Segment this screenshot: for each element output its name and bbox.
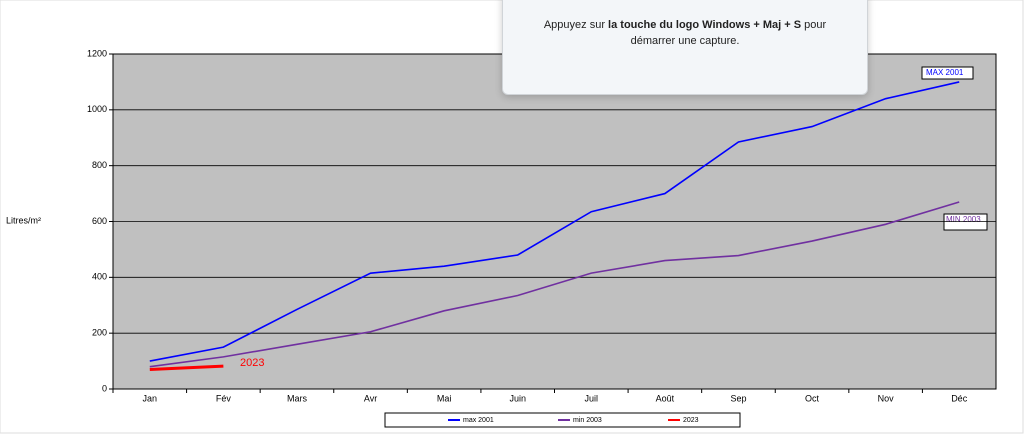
x-tick-label: Avr bbox=[364, 393, 377, 403]
x-tick-label: Juin bbox=[509, 393, 526, 403]
x-tick-label: Nov bbox=[878, 393, 895, 403]
x-tick-label: Jan bbox=[143, 393, 158, 403]
note-bold: la touche du logo Windows + Maj + S bbox=[608, 19, 802, 31]
y-axis-label: Litres/m² bbox=[6, 215, 41, 225]
legend-label: 2023 bbox=[683, 417, 699, 424]
x-tick-label: Oct bbox=[805, 393, 820, 403]
y-tick-label: 800 bbox=[92, 160, 107, 170]
series-line bbox=[149, 81, 960, 362]
legend-label: min 2003 bbox=[573, 417, 602, 424]
y-tick-label: 400 bbox=[92, 272, 107, 282]
series-line bbox=[149, 201, 960, 368]
annotation-box bbox=[921, 66, 974, 80]
x-tick-label: Août bbox=[656, 393, 675, 403]
y-tick-label: 200 bbox=[92, 328, 107, 338]
annotation: MIN 2003 bbox=[946, 215, 981, 224]
x-tick-label: Mai bbox=[437, 393, 452, 403]
y-tick-label: 1000 bbox=[87, 104, 107, 114]
x-tick-label: Fév bbox=[216, 393, 232, 403]
x-tick-label: Déc bbox=[951, 393, 968, 403]
y-tick-label: 600 bbox=[92, 216, 107, 226]
y-tick-label: 0 bbox=[102, 383, 107, 393]
y-tick-label: 1200 bbox=[87, 48, 107, 58]
series-line bbox=[149, 364, 224, 371]
x-tick-label: Juil bbox=[585, 393, 599, 403]
x-tick-label: Mars bbox=[287, 393, 307, 403]
note-text: pour démarrer une capture. bbox=[630, 19, 827, 47]
legend-label: max 2001 bbox=[463, 417, 494, 424]
x-tick-label: Sep bbox=[730, 393, 746, 403]
annotation: MAX 2001 bbox=[926, 68, 964, 77]
annotation: 2023 bbox=[240, 357, 264, 369]
snip-notification[interactable]: Appuyez sur la touche du logo Windows + … bbox=[502, 0, 868, 95]
annotation-box bbox=[943, 213, 988, 231]
note-text: Appuyez sur bbox=[543, 19, 609, 31]
